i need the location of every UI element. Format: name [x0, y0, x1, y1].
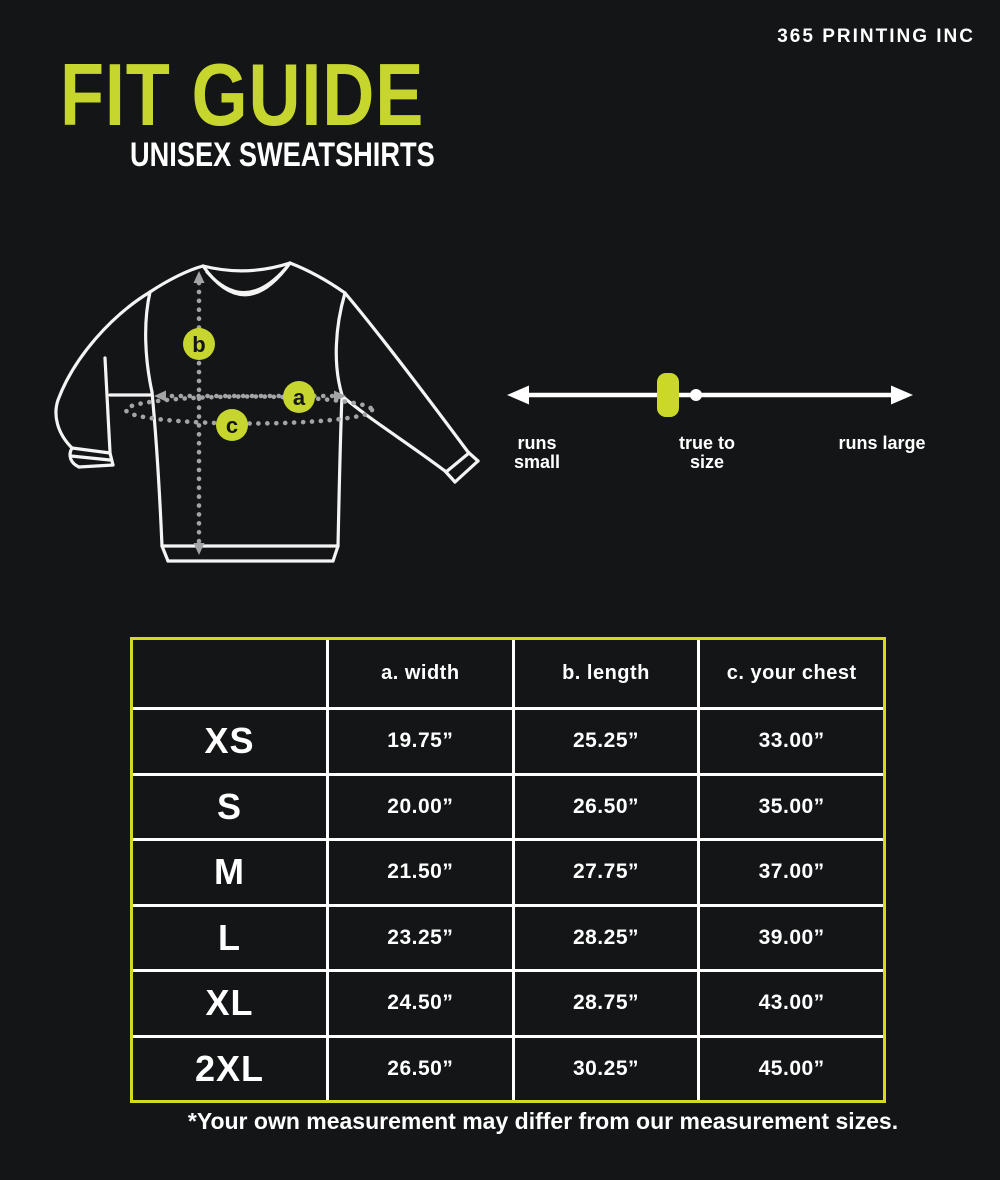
- size-label-xl: XL: [133, 972, 326, 1035]
- left-cuff-inner-cap: [108, 451, 115, 467]
- header-cell-width: a. width: [329, 640, 512, 707]
- arrow-up-icon: [193, 271, 205, 283]
- value-xs-chest: 33.00”: [700, 710, 883, 773]
- value-s-length: 26.50”: [514, 775, 698, 838]
- measurement-disclaimer: *Your own measurement may differ from ou…: [187, 1108, 899, 1134]
- fit-indicator-pill: [657, 373, 679, 417]
- collar-inner-line: [205, 266, 288, 295]
- value-2xl-length: 30.25”: [514, 1037, 698, 1100]
- size-label-m: M: [133, 841, 326, 904]
- marker-b-label: b: [192, 332, 205, 357]
- fit-scale: runs small true to size runs large: [505, 358, 926, 478]
- marker-c-label: c: [226, 413, 238, 438]
- marker-c: c: [216, 409, 248, 441]
- right-cuff-bottom-corner: [443, 469, 457, 484]
- size-table: a. width b. length c. your chest XS 19.7…: [130, 637, 886, 1103]
- hem-left-cap: [160, 544, 170, 563]
- left-armscye: [144, 290, 154, 394]
- left-cuff-bottom: [77, 463, 115, 469]
- arrow-left-icon: [154, 390, 166, 402]
- right-cuff-band-line: [444, 451, 471, 474]
- size-label-s: S: [133, 775, 326, 838]
- marker-a: a: [283, 381, 315, 413]
- header-cell-chest: c. your chest: [700, 640, 883, 707]
- arrow-down-icon: [193, 543, 205, 555]
- size-label-xs: XS: [133, 710, 326, 773]
- left-sleeve-inner-edge: [103, 356, 112, 454]
- size-label-2xl: 2XL: [133, 1037, 326, 1100]
- value-2xl-chest: 45.00”: [700, 1037, 883, 1100]
- value-xs-width: 19.75”: [329, 710, 512, 773]
- value-m-chest: 37.00”: [700, 841, 883, 904]
- value-m-length: 27.75”: [514, 841, 698, 904]
- value-m-width: 21.50”: [329, 841, 512, 904]
- left-sleeve-outer-edge: [54, 290, 152, 450]
- left-shoulder-seam: [148, 264, 205, 294]
- sweatshirt-outline: [54, 261, 480, 563]
- fit-scale-axis: [507, 373, 913, 417]
- left-cuff-outer-cap: [68, 446, 81, 469]
- scale-arrow-left-icon: [507, 385, 529, 405]
- left-cuff-band-line: [69, 454, 112, 462]
- marker-c-circle: [216, 409, 248, 441]
- marker-a-circle: [283, 381, 315, 413]
- scale-tick-dot: [690, 389, 702, 401]
- left-cuff-top: [70, 446, 112, 455]
- header-cell-length: b. length: [514, 640, 698, 707]
- value-l-width: 23.25”: [329, 906, 512, 969]
- value-s-chest: 35.00”: [700, 775, 883, 838]
- scale-label-true-to-size: true to size: [679, 433, 735, 472]
- body-right-edge: [336, 393, 344, 548]
- right-sleeve-top-edge: [343, 291, 470, 454]
- chest-measure-ellipse-c: [123, 394, 375, 426]
- value-l-chest: 39.00”: [700, 906, 883, 969]
- scale-arrow: [507, 385, 913, 405]
- measurement-dashed-lines: [123, 280, 375, 545]
- value-s-width: 20.00”: [329, 775, 512, 838]
- right-cuff-end: [453, 459, 480, 484]
- measurement-arrowheads: [154, 271, 346, 555]
- value-xl-chest: 43.00”: [700, 972, 883, 1035]
- marker-b-circle: [183, 328, 215, 360]
- scale-label-runs-small: runs small: [513, 433, 561, 472]
- value-xs-length: 25.25”: [514, 710, 698, 773]
- collar-back-line: [201, 261, 292, 273]
- header-cell-empty: [133, 640, 326, 707]
- scale-arrow-right-icon: [891, 385, 913, 405]
- marker-b: b: [183, 328, 215, 360]
- page-subtitle: UNISEX SWEATSHIRTS: [130, 136, 435, 174]
- page-title: FIT GUIDE: [60, 45, 425, 144]
- value-l-length: 28.25”: [514, 906, 698, 969]
- body-left-edge: [150, 390, 164, 548]
- sweatshirt-diagram: b a c: [30, 245, 490, 585]
- arrow-right-icon: [334, 390, 346, 402]
- right-shoulder-seam: [288, 261, 347, 295]
- scale-label-runs-large: runs large: [838, 433, 926, 453]
- marker-a-label: a: [293, 385, 306, 410]
- value-2xl-width: 26.50”: [329, 1037, 512, 1100]
- right-sleeve-under-edge: [340, 394, 447, 473]
- value-xl-length: 28.75”: [514, 972, 698, 1035]
- value-xl-width: 24.50”: [329, 972, 512, 1035]
- right-armscye: [334, 291, 347, 397]
- hem-right-cap: [331, 544, 340, 563]
- size-label-l: L: [133, 906, 326, 969]
- sweatshirt-illustration: b a c: [54, 261, 480, 563]
- brand-name: 365 PRINTING INC: [777, 26, 975, 47]
